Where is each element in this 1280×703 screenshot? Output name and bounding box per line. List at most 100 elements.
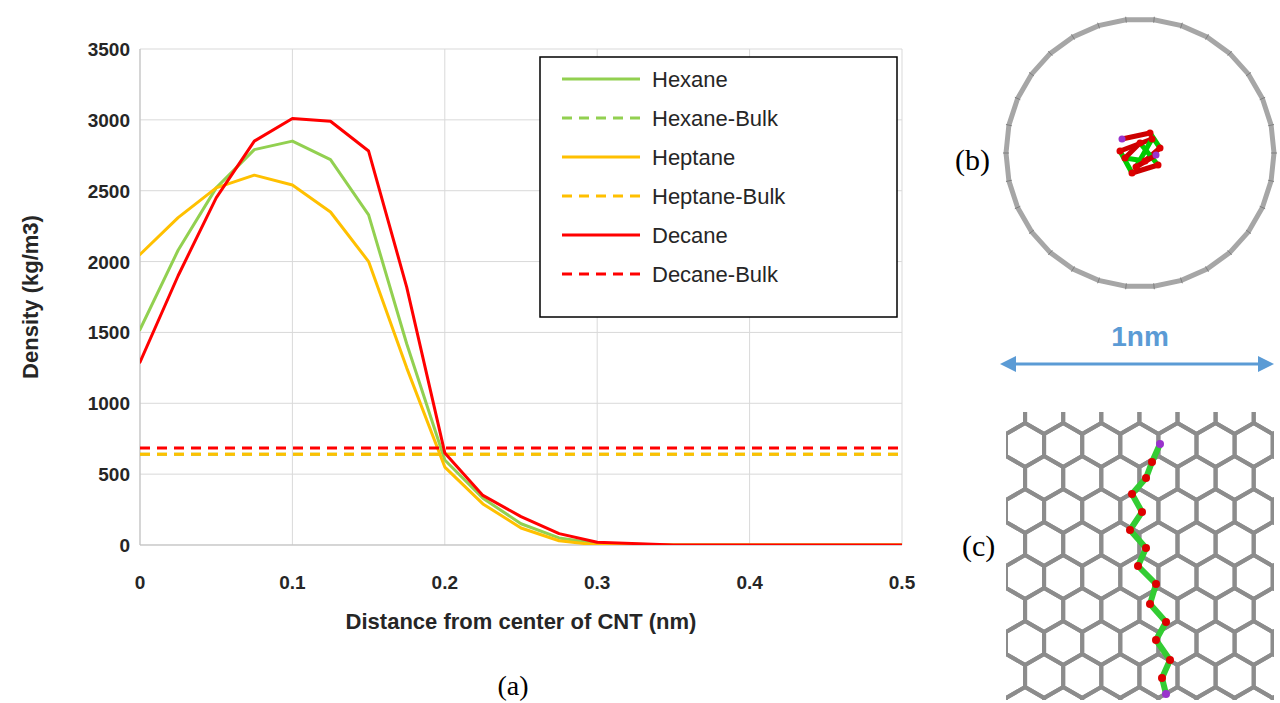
cnt-seam: [1003, 153, 1009, 154]
molecule-atom: [1146, 600, 1154, 608]
molecule-atom: [1148, 458, 1156, 466]
x-tick-label: 0.5: [889, 572, 916, 593]
y-grid-line: [140, 332, 902, 333]
y-tick-label: 3500: [88, 39, 130, 60]
cnt-seam: [1006, 125, 1012, 126]
cnt-hexagon: [1273, 621, 1274, 665]
cnt-hexagon: [1063, 412, 1101, 434]
molecule-atom: [1153, 152, 1160, 159]
x-tick-label: 0.2: [432, 572, 458, 593]
cnt-seam: [1029, 230, 1034, 234]
molecule-atom: [1149, 136, 1156, 143]
molecule-atom: [1155, 162, 1162, 169]
cnt-seam: [1072, 34, 1075, 39]
cnt-hexagon: [1273, 555, 1274, 599]
cnt-seam: [1206, 266, 1209, 271]
y-tick-label: 2000: [88, 252, 130, 273]
cnt-hexagon: [1044, 687, 1082, 700]
series-line: [140, 453, 902, 456]
cnt-seam: [1029, 72, 1034, 76]
figure: 050010001500200025003000350000.10.20.30.…: [0, 0, 1280, 703]
cnt-hexagon: [1273, 423, 1274, 467]
cnt-seam: [1125, 17, 1127, 23]
molecule-atom: [1147, 130, 1154, 137]
y-tick-label: 0: [119, 535, 130, 556]
legend-frame: [540, 57, 897, 317]
panel-label: (c): [962, 529, 995, 563]
molecule-atom: [1162, 618, 1170, 626]
cnt-cross-section: [1006, 20, 1274, 287]
y-axis-title: Density (kg/m3): [18, 215, 43, 379]
molecule-atom: [1117, 148, 1124, 155]
cnt-seam: [1180, 23, 1182, 29]
panel-label: (b): [955, 143, 990, 177]
scale-arrowhead: [1000, 356, 1016, 372]
grid: [140, 49, 902, 545]
legend-swatch: [562, 234, 640, 237]
x-axis-title: Distance from center of CNT (nm): [346, 609, 697, 634]
cnt-seam: [1098, 278, 1100, 284]
legend-swatch: [562, 117, 640, 120]
cnt-seam: [1006, 180, 1012, 181]
legend: HexaneHexane-BulkHeptaneHeptane-BulkDeca…: [540, 57, 897, 317]
cnt-hexagon: [1025, 412, 1063, 434]
cnt-hexagon: [1273, 489, 1274, 533]
molecule-atom: [1162, 690, 1170, 698]
scale-arrow: [1012, 363, 1262, 366]
molecule-atom: [1157, 145, 1164, 152]
molecule-atom: [1137, 140, 1144, 147]
scale-arrowhead: [1258, 356, 1274, 372]
cnt-hexagon: [1235, 687, 1273, 700]
molecule-atom: [1133, 164, 1140, 171]
y-tick-label: 500: [98, 464, 130, 485]
molecule-atom: [1138, 508, 1146, 516]
cnt-hexagon: [1139, 412, 1177, 434]
y-tick-label: 3000: [88, 110, 130, 131]
cnt-hexagon: [1273, 687, 1274, 700]
x-grid-line: [902, 49, 903, 545]
cnt-seam: [1271, 153, 1277, 154]
cnt-seam: [1180, 278, 1182, 284]
legend-swatch: [562, 273, 640, 276]
cnt-seam: [1260, 97, 1265, 99]
legend-label: Heptane: [652, 145, 735, 170]
legend-label: Decane-Bulk: [652, 262, 779, 287]
molecule-atom: [1142, 158, 1149, 165]
y-grid-line: [140, 403, 902, 404]
molecule-atom: [1158, 674, 1166, 682]
cnt-seam: [1246, 230, 1251, 234]
x-tick-label: 0.1: [279, 572, 306, 593]
x-grid-line: [292, 49, 293, 545]
series-line: [140, 453, 902, 456]
series-line: [140, 446, 902, 449]
cnt-seam: [1153, 283, 1155, 289]
legend-label: Hexane-Bulk: [652, 106, 779, 131]
cnt-hexagon: [1082, 687, 1120, 700]
legend-swatch: [562, 195, 640, 198]
cnt-seam: [1206, 34, 1209, 39]
y-tick-label: 1500: [88, 322, 130, 343]
scale-label: 1nm: [1111, 321, 1169, 352]
cnt-seam: [1246, 72, 1251, 76]
y-tick-label: 2500: [88, 181, 130, 202]
cnt-hexagon: [1120, 687, 1158, 700]
y-tick-label: 1000: [88, 393, 130, 414]
y-grid-line: [140, 474, 902, 475]
molecule-atom: [1152, 636, 1160, 644]
legend-swatch: [562, 78, 640, 81]
cnt-hexagon: [1101, 412, 1139, 434]
y-axis-line: [140, 49, 141, 545]
molecule-bond: [1122, 133, 1150, 139]
cnt-seam: [1268, 180, 1274, 181]
cnt-seam: [1125, 283, 1127, 289]
x-tick-label: 0.3: [584, 572, 610, 593]
cnt-hexagon: [1216, 412, 1254, 434]
cnt-seam: [1098, 23, 1100, 29]
cnt-hexagon: [1197, 687, 1235, 700]
molecule-atom: [1126, 526, 1134, 534]
cnt-seam: [1015, 97, 1020, 99]
cnt-seam: [1268, 125, 1274, 126]
molecule-bond: [1120, 151, 1132, 173]
legend-swatch: [562, 156, 640, 159]
molecule-atom: [1122, 155, 1129, 162]
